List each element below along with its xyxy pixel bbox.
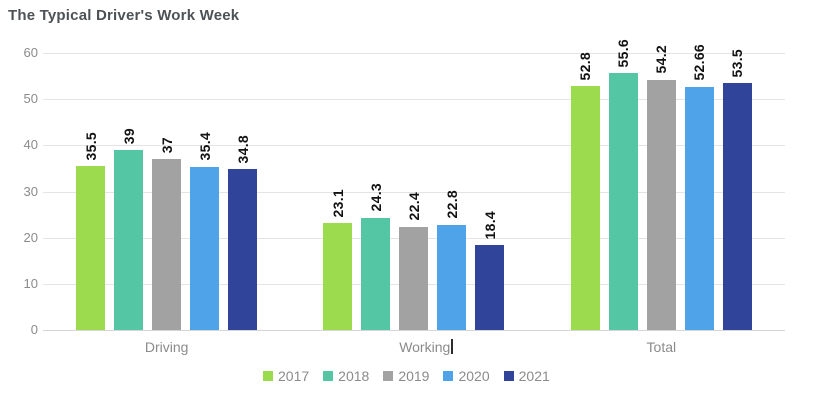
bar-2018-total[interactable]: 55.6 [608, 39, 638, 330]
legend-item-label: 2019 [398, 368, 430, 384]
x-axis-label-text: Working [399, 339, 453, 355]
chart-title: The Typical Driver's Work Week [8, 7, 240, 24]
bar-2020-working[interactable]: 22.8 [437, 190, 467, 330]
legend-swatch-icon [263, 371, 273, 381]
legend: 2017 2018 2019 2020 2021 [263, 368, 550, 384]
legend-item-label: 2021 [518, 368, 550, 384]
value-label: 52.66 [691, 44, 708, 81]
x-axis-label-text: Driving [144, 339, 189, 355]
text-cursor [451, 339, 453, 354]
legend-item-2020[interactable]: 2020 [443, 368, 490, 384]
y-axis-label: 20 [23, 229, 38, 245]
y-axis-label: 50 [23, 91, 38, 107]
legend-item-2017[interactable]: 2017 [263, 368, 309, 384]
bar-group-driving: 35.5 39 37 35.4 34.8 [43, 128, 290, 330]
bar-2018-working[interactable]: 24.3 [361, 183, 391, 330]
bar-2017-driving[interactable]: 35.5 [76, 132, 106, 330]
bar-2021-driving[interactable]: 34.8 [228, 135, 258, 330]
bar-2021-working[interactable]: 18.4 [475, 211, 505, 330]
value-label: 34.8 [234, 134, 251, 164]
x-axis-label-total: Total [538, 339, 785, 355]
legend-swatch-icon [323, 371, 334, 381]
x-axis-label-text: Total [646, 339, 677, 355]
gridline [43, 53, 785, 54]
value-label: 54.2 [653, 45, 670, 74]
value-label: 23.1 [329, 188, 346, 218]
bar-2020-driving[interactable]: 35.4 [190, 132, 220, 330]
bar-2019-total[interactable]: 54.2 [646, 45, 676, 330]
value-label: 52.8 [577, 51, 594, 81]
legend-item-2019[interactable]: 2019 [383, 368, 429, 384]
value-label: 35.4 [196, 132, 213, 161]
bar-2018-driving[interactable]: 39 [114, 128, 144, 330]
bar-2019-working[interactable]: 22.4 [399, 192, 429, 330]
bar-2020-total[interactable]: 52.66 [684, 44, 714, 330]
gridline [43, 145, 785, 147]
y-axis-label: 40 [23, 137, 38, 153]
value-label: 55.6 [615, 38, 632, 68]
value-label: 39 [120, 127, 137, 144]
bar-group-total: 52.8 55.6 54.2 52.66 53.5 [538, 39, 785, 330]
value-label: 18.4 [481, 210, 498, 240]
legend-swatch-icon [503, 371, 514, 381]
value-label: 22.8 [443, 190, 460, 219]
value-label: 53.5 [729, 48, 746, 78]
gridline [43, 191, 785, 193]
y-axis-label: 30 [23, 183, 38, 199]
bar-2017-working[interactable]: 23.1 [323, 189, 353, 330]
x-axis-line [43, 330, 785, 331]
legend-swatch-icon [383, 371, 394, 381]
x-axis-label-working: Working [290, 339, 537, 355]
bar-2017-total[interactable]: 52.8 [570, 52, 600, 330]
value-label: 22.4 [405, 192, 422, 221]
value-label: 35.5 [82, 131, 99, 161]
y-axis-label: 0 [30, 322, 38, 337]
bar-2019-driving[interactable]: 37 [152, 137, 182, 330]
legend-item-2021[interactable]: 2021 [503, 368, 550, 384]
legend-item-label: 2020 [458, 368, 490, 384]
value-label: 24.3 [367, 183, 384, 212]
legend-item-label: 2018 [338, 368, 370, 384]
x-axis-label-driving: Driving [43, 339, 290, 355]
bar-2021-total[interactable]: 53.5 [722, 49, 752, 330]
legend-item-label: 2017 [278, 368, 310, 384]
y-axis-label: 10 [23, 275, 38, 291]
y-axis-label: 60 [23, 45, 38, 60]
value-label: 37 [158, 137, 175, 154]
gridline [43, 99, 785, 101]
legend-item-2018[interactable]: 2018 [323, 368, 369, 384]
legend-swatch-icon [443, 371, 454, 381]
bar-group-working: 23.1 24.3 22.4 22.8 18.4 [290, 183, 537, 330]
